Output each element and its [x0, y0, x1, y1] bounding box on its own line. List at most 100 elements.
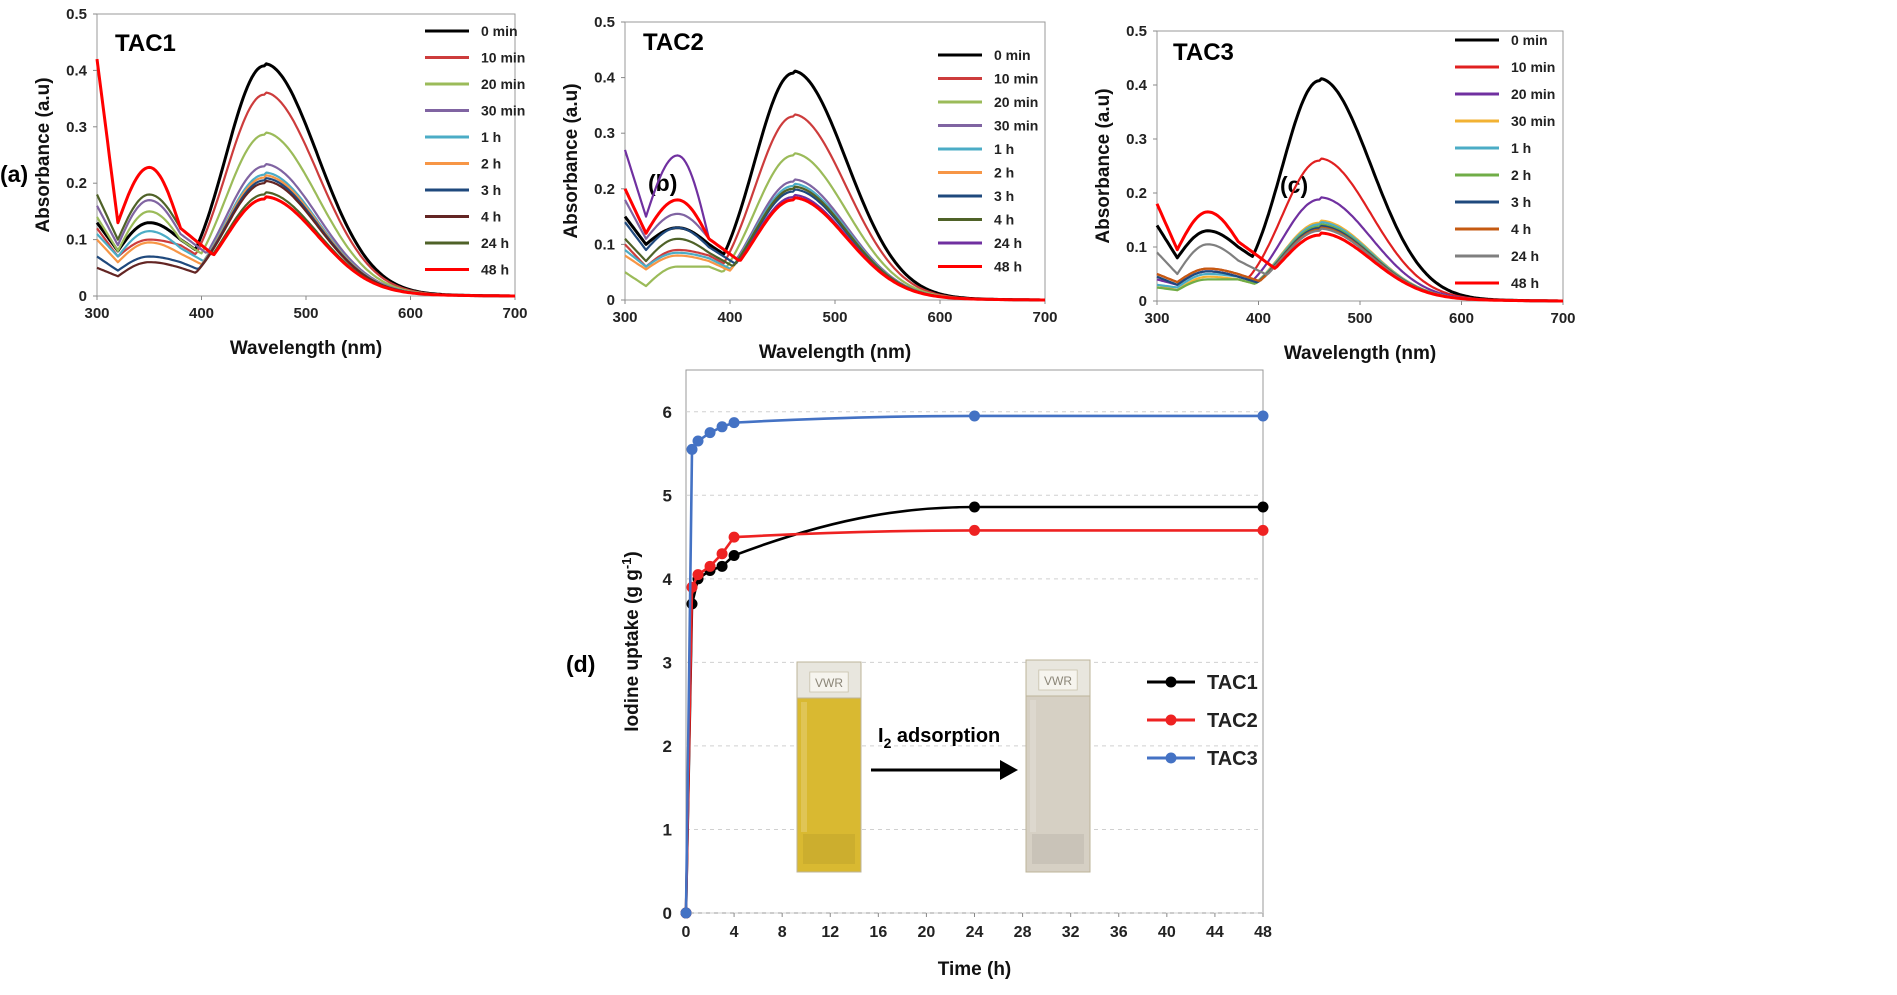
y-tick-label: 0.1 [1126, 239, 1147, 256]
legend-entry: 10 min [1511, 59, 1555, 75]
x-tick-label: 600 [1449, 310, 1474, 327]
x-tick-label: 600 [398, 305, 423, 322]
chart-title: TAC3 [1173, 39, 1234, 66]
x-tick-label: 700 [1032, 309, 1057, 326]
y-tick-label: 0.2 [66, 175, 87, 192]
x-tick-label: 700 [502, 305, 527, 322]
series-line [1156, 226, 1563, 303]
legend-entry: 48 h [1511, 275, 1539, 291]
x-tick-label: 32 [1062, 924, 1080, 941]
y-tick-label: 0.5 [1126, 23, 1147, 40]
legend-marker [1165, 676, 1177, 688]
y-tick-label: 2 [663, 737, 672, 756]
y-axis-label: Absorbance (a.u) [1093, 88, 1114, 243]
x-tick-label: 12 [821, 924, 839, 941]
y-axis-label-main: Iodine uptake (g g [622, 569, 643, 732]
y-tick-label: 0 [607, 292, 615, 309]
data-point [704, 560, 716, 572]
y-tick-label: 0.3 [66, 119, 87, 136]
y-tick-label: 5 [663, 486, 672, 505]
y-tick-label: 0 [79, 288, 87, 305]
data-point [716, 548, 728, 560]
series-line [684, 414, 1263, 914]
x-axis-label: Wavelength (nm) [230, 338, 382, 359]
x-tick-label: 400 [189, 305, 214, 322]
legend-entry: 30 min [994, 118, 1038, 134]
legend-entry: 1 h [481, 129, 501, 145]
series-line [95, 58, 515, 298]
series-line [1155, 77, 1563, 303]
x-tick-label: 24 [966, 924, 984, 941]
arrow-head [1000, 760, 1018, 780]
series-line [96, 163, 515, 298]
legend-entry: 4 h [1511, 221, 1531, 237]
data-point [1257, 501, 1269, 513]
legend-entry: 20 min [1511, 86, 1555, 102]
vial-glare [1030, 700, 1036, 832]
legend-entry: 30 min [481, 103, 525, 119]
legend-entry: 24 h [481, 235, 509, 251]
legend-entry: 1 h [994, 141, 1014, 157]
x-tick-label: 40 [1158, 924, 1176, 941]
y-tick-label: 0 [1139, 293, 1147, 310]
plot-frame [685, 369, 1264, 914]
legend-entry: 2 h [1511, 167, 1531, 183]
vial-glare [801, 702, 807, 832]
y-axis-label: Absorbance (a.u) [561, 83, 582, 238]
data-point [1257, 524, 1269, 536]
data-point [728, 417, 740, 429]
vial-brand: VWR [815, 676, 843, 690]
y-tick-label: 0.3 [1126, 131, 1147, 148]
legend-entry: 10 min [481, 50, 525, 66]
data-point [686, 443, 698, 455]
x-tick-label: 48 [1254, 924, 1272, 941]
y-tick-label: 0.2 [1126, 185, 1147, 202]
vial-after: VWR [1025, 659, 1091, 873]
legend-entry: 4 h [481, 209, 501, 225]
series-line [623, 188, 1045, 302]
x-tick-label: 36 [1110, 924, 1128, 941]
legend-entry: 20 min [481, 76, 525, 92]
legend-entry: 0 min [1511, 32, 1548, 48]
x-tick-label: 500 [822, 309, 847, 326]
chart-title: TAC2 [643, 29, 704, 56]
series-line [1156, 224, 1563, 303]
chart-tac3: 300 400 500 600 700 0 0.1 0.2 0.3 0.4 0.5 Wavelengt… [1093, 23, 1576, 364]
y-tick-label: 0.5 [66, 6, 87, 23]
y-tick-label: 0 [663, 904, 672, 923]
series-line [1156, 227, 1563, 303]
panel-label-b: (b) [648, 170, 677, 196]
vial-bottom [803, 834, 855, 864]
arrow-label-suffix: adsorption [891, 725, 1000, 747]
vial-label-box [809, 671, 849, 693]
x-axis-label: Wavelength (nm) [1284, 343, 1436, 364]
x-tick-label: 0 [682, 924, 691, 941]
legend-marker [1165, 714, 1177, 726]
x-tick-label: 300 [1144, 310, 1169, 327]
x-tick-label: 44 [1206, 924, 1224, 941]
legend-entry: 24 h [1511, 248, 1539, 264]
x-tick-label: 28 [1014, 924, 1032, 941]
y-tick-label: 0.4 [1126, 77, 1148, 94]
legend-entry: TAC3 [1207, 748, 1258, 770]
series-line [684, 505, 1263, 914]
x-tick-label: 8 [778, 924, 787, 941]
x-tick-label: 400 [1246, 310, 1271, 327]
legend-entry: 3 h [1511, 194, 1531, 210]
vial-bottom [1032, 834, 1084, 864]
y-tick-label: 0.5 [594, 14, 615, 31]
legend-entry: 48 h [994, 259, 1022, 275]
plot-frame [1156, 30, 1564, 302]
legend-entry: 3 h [481, 182, 501, 198]
data-point [728, 531, 740, 543]
legend-marker [1165, 752, 1177, 764]
legend-entry: 2 h [481, 156, 501, 172]
legend-entry: 0 min [994, 47, 1031, 63]
legend-entry: 48 h [481, 262, 509, 278]
arrow-label-prefix: I [878, 725, 884, 747]
x-tick-label: 20 [918, 924, 936, 941]
panel-label-c: (c) [1280, 172, 1308, 198]
x-axis-label: Wavelength (nm) [759, 342, 911, 363]
